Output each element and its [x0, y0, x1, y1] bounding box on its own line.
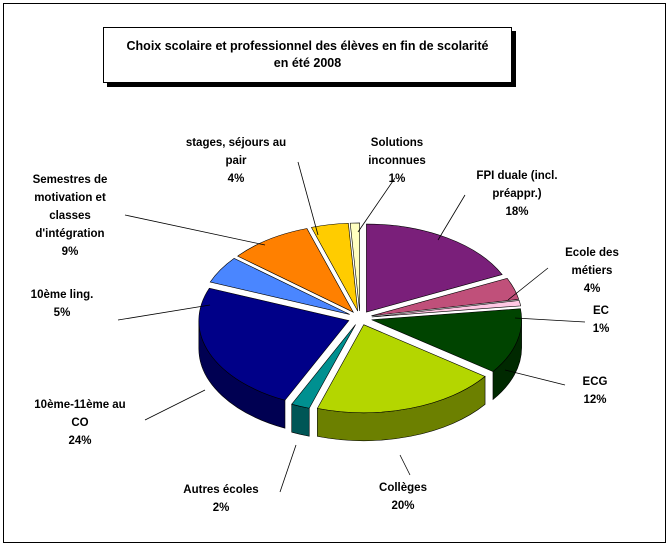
- leader-line: [297, 161, 319, 236]
- data-label: ECG 12%: [583, 373, 608, 409]
- data-label: 10ème-11ème au CO 24%: [34, 396, 125, 450]
- leader-line: [117, 304, 211, 321]
- data-label: stages, séjours au pair 4%: [186, 134, 286, 188]
- slice: [349, 222, 360, 311]
- value-label: 5%: [53, 307, 71, 319]
- data-label: Ecole des métiers 4%: [553, 244, 632, 298]
- value-label: 12%: [583, 394, 607, 406]
- slice: [316, 324, 486, 413]
- slice: [310, 222, 359, 312]
- category-label: Autres écoles: [183, 484, 259, 496]
- leader-line: [437, 194, 466, 241]
- leader-line: [514, 317, 586, 323]
- data-label: Solutions inconnues 1%: [368, 134, 426, 188]
- leader-line: [399, 454, 411, 476]
- value-label: 20%: [391, 500, 415, 512]
- data-label: EC 1%: [593, 302, 610, 338]
- category-label: 10ème-11ème au CO: [34, 399, 126, 429]
- data-label: Collèges 20%: [379, 479, 427, 515]
- value-label: 4%: [227, 173, 245, 185]
- value-label: 1%: [388, 173, 406, 185]
- value-label: 18%: [505, 206, 529, 218]
- category-label: Solutions inconnues: [368, 137, 426, 167]
- slice: [366, 223, 503, 313]
- leader-line: [504, 369, 566, 386]
- value-label: 9%: [61, 246, 79, 258]
- category-label: stages, séjours au pair: [185, 137, 287, 167]
- value-label: 4%: [583, 283, 601, 295]
- category-label: Ecole des métiers: [565, 247, 619, 277]
- slice: [371, 308, 522, 372]
- slice: [198, 287, 350, 401]
- chart-frame: [3, 3, 666, 543]
- data-label: Autres écoles 2%: [183, 481, 258, 517]
- leader-line: [144, 389, 206, 421]
- data-label: 10ème ling. 5%: [31, 286, 94, 322]
- data-label: FPI duale (incl. préappr.) 18%: [476, 167, 557, 221]
- category-label: EC: [593, 305, 609, 317]
- category-label: Collèges: [379, 482, 427, 494]
- category-label: 10ème ling.: [30, 289, 94, 301]
- category-label: ECG: [582, 376, 608, 388]
- value-label: 2%: [212, 502, 230, 514]
- slice: [209, 257, 350, 315]
- leader-line: [124, 214, 266, 246]
- leader-line: [279, 444, 297, 493]
- value-label: 24%: [68, 435, 92, 447]
- slice: [291, 324, 356, 409]
- data-label: Semestres de motivation et classes d'int…: [33, 171, 108, 261]
- category-label: FPI duale (incl. préappr.): [476, 170, 558, 200]
- slice: [371, 278, 520, 317]
- leader-line: [507, 267, 549, 301]
- chart-title: Choix scolaire et professionnel des élèv…: [103, 27, 512, 83]
- leader-line: [357, 177, 396, 233]
- slice: [237, 228, 354, 313]
- category-label: Semestres de motivation et classes d'int…: [32, 174, 108, 240]
- slice-side: [291, 403, 310, 437]
- value-label: 1%: [592, 323, 610, 335]
- slice: [371, 300, 522, 318]
